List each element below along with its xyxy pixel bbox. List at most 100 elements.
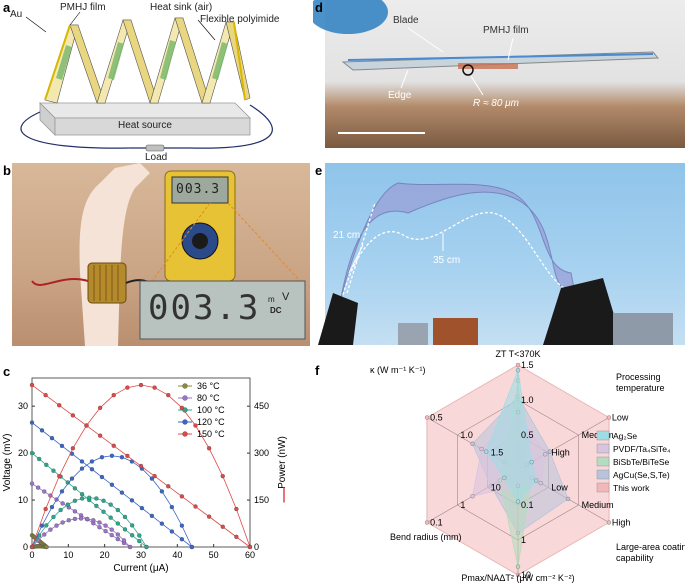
power-point — [111, 393, 116, 398]
power-point — [79, 466, 85, 471]
voltage-point — [51, 468, 56, 473]
y-tick-label: 20 — [18, 448, 28, 458]
voltage-point — [129, 498, 135, 503]
voltage-point — [152, 473, 157, 479]
legend-marker — [182, 383, 188, 389]
power-point — [115, 532, 120, 537]
power-point — [29, 544, 35, 550]
voltage-point — [115, 521, 120, 526]
y-tick-label: 10 — [18, 495, 28, 505]
radar-axis-title: Bend radius (mm) — [390, 532, 462, 542]
power-point — [72, 498, 78, 503]
power-point — [60, 520, 65, 525]
voltage-point — [99, 474, 105, 480]
legend-swatch — [596, 456, 610, 467]
power-point — [247, 544, 253, 550]
radar-axis-title: capability — [616, 553, 654, 563]
voltage-point — [206, 514, 212, 519]
power-point — [87, 495, 92, 500]
legend-swatch — [596, 430, 610, 441]
panel-e: e 21 cm 35 cm — [313, 163, 685, 345]
radar-point — [515, 564, 521, 569]
voltage-point — [97, 433, 103, 438]
label-au: Au — [10, 9, 23, 20]
power-point — [101, 498, 106, 503]
radar-point — [515, 572, 521, 578]
voltage-point — [39, 428, 45, 433]
photo-overlay — [31, 163, 306, 346]
legend-swatch — [596, 469, 610, 480]
radar-point — [484, 449, 489, 454]
radar-tick-label: Low — [612, 413, 629, 423]
power-point — [179, 405, 185, 410]
label-pmhj: PMHJ film — [60, 2, 106, 13]
y2-tick-label: 450 — [254, 401, 269, 411]
power-point — [109, 453, 115, 458]
voltage-point — [35, 485, 41, 490]
meter-unit-v: V — [282, 291, 290, 303]
power-point — [149, 476, 155, 481]
power-point — [94, 496, 99, 501]
radar-tick-label: 0.1 — [521, 500, 534, 510]
power-point — [119, 455, 125, 460]
panel-a-label: a — [3, 0, 11, 15]
meter-unit-m: m — [268, 295, 275, 304]
voltage-point — [166, 484, 171, 489]
power-point — [206, 446, 212, 451]
voltage-point — [111, 443, 116, 448]
power-point — [54, 523, 59, 528]
radar-tick-label: 10 — [491, 483, 501, 493]
legend-label: PVDF/Ta₄SiTe₄ — [613, 444, 671, 454]
voltage-point — [42, 489, 47, 494]
radar-tick-label: 1.0 — [460, 430, 473, 440]
radar-tick-label: 0.5 — [521, 430, 534, 440]
radar-tick-label: Low — [551, 483, 568, 493]
panel-b-label: b — [3, 163, 11, 178]
voltage-point — [139, 505, 145, 511]
voltage-point — [79, 459, 85, 464]
x-tick-label: 20 — [100, 550, 110, 560]
voltage-point — [97, 525, 102, 530]
radar-point — [543, 452, 548, 457]
label-load: Load — [145, 152, 168, 160]
load-resistor — [145, 144, 165, 152]
label-35cm: 35 cm — [433, 255, 461, 266]
voltage-point — [179, 537, 185, 542]
label-heat-sink: Heat sink (air) — [150, 2, 213, 13]
voltage-point — [101, 509, 106, 514]
voltage-point — [169, 529, 175, 534]
voltage-point — [29, 450, 35, 456]
power-point — [58, 507, 63, 513]
voltage-point — [109, 532, 114, 538]
voltage-point — [193, 504, 198, 509]
legend-marker — [182, 419, 188, 425]
label-radius: R ≈ 80 μm — [473, 98, 519, 109]
meter-reading-small: 003.3 — [176, 182, 221, 197]
x-tick-label: 40 — [172, 550, 182, 560]
meter-reading-large: 003.3 — [148, 288, 261, 328]
panel-c-label: c — [3, 364, 11, 379]
panel-c: c 0 10 20 30 40 50 60 0 10 20 30 0 150 300 450 Current … — [0, 364, 310, 583]
y2-tick-label: 0 — [254, 542, 259, 552]
voltage-point — [220, 524, 225, 529]
y-tick-label: 30 — [18, 401, 28, 411]
blade-photo — [325, 0, 685, 148]
power-point — [70, 446, 76, 451]
legend-label: 36 °C — [197, 381, 220, 391]
voltage-point — [72, 486, 78, 491]
legend-label: 80 °C — [197, 393, 220, 403]
power-point — [42, 532, 47, 537]
power-point — [108, 502, 113, 507]
voltage-point — [129, 533, 135, 538]
radar-point — [515, 368, 521, 373]
power-point — [193, 423, 198, 428]
radar-tick-label: 0.1 — [430, 518, 443, 528]
power-point — [189, 544, 195, 550]
power-point — [78, 516, 84, 521]
power-point — [49, 504, 55, 510]
thermoelectric-device-diagram — [20, 11, 273, 152]
power-point — [72, 516, 78, 522]
power-point — [125, 385, 130, 390]
x-tick-label: 10 — [63, 550, 73, 560]
radar-tick-label: High — [612, 518, 631, 528]
